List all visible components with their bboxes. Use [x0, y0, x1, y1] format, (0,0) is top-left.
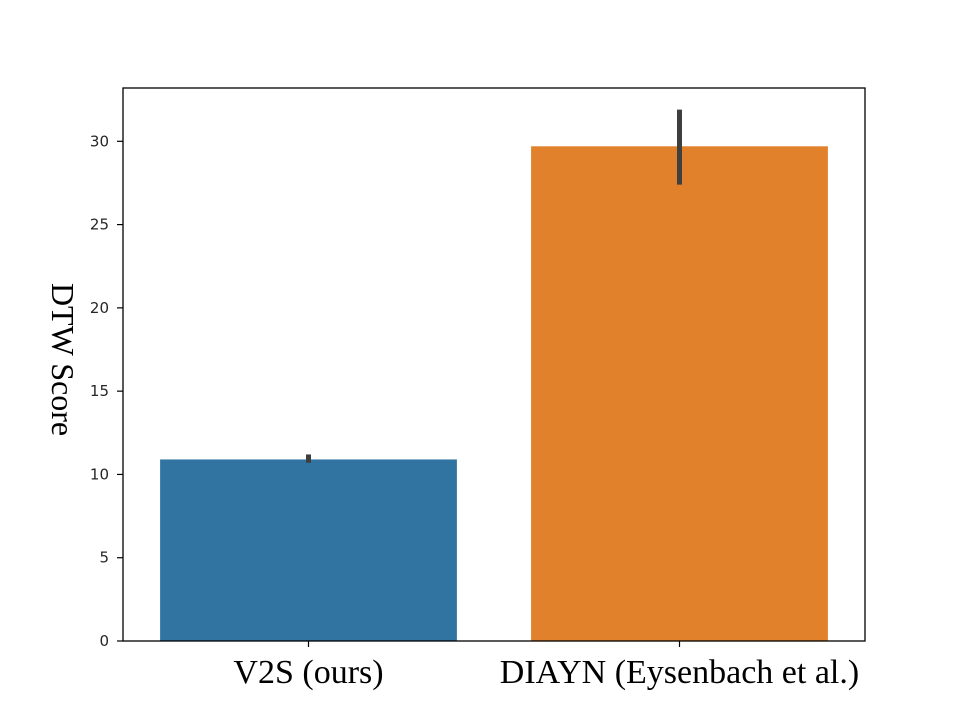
x-tick-label: V2S (ours) — [233, 654, 383, 691]
y-axis: 0 5 10 15 20 25 30 — [90, 132, 123, 650]
error-bars-layer — [306, 109, 682, 463]
y-tick-label: 20 — [90, 299, 109, 317]
bar-2 — [531, 146, 828, 641]
x-axis: V2S (ours) DIAYN (Eysenbach et al.) — [233, 641, 859, 691]
y-axis-title: DTW Score — [45, 283, 81, 436]
x-tick-label: DIAYN (Eysenbach et al.) — [500, 654, 859, 691]
y-tick-label: 30 — [90, 132, 109, 150]
plot-area-frame — [122, 87, 866, 642]
y-tick-label: 10 — [90, 465, 109, 483]
bar-1 — [160, 459, 457, 641]
y-tick-label: 25 — [90, 216, 109, 234]
y-tick-label: 15 — [90, 382, 109, 400]
y-tick-label: 5 — [99, 549, 109, 567]
bars-layer — [160, 146, 828, 641]
y-tick-label: 0 — [99, 632, 109, 650]
